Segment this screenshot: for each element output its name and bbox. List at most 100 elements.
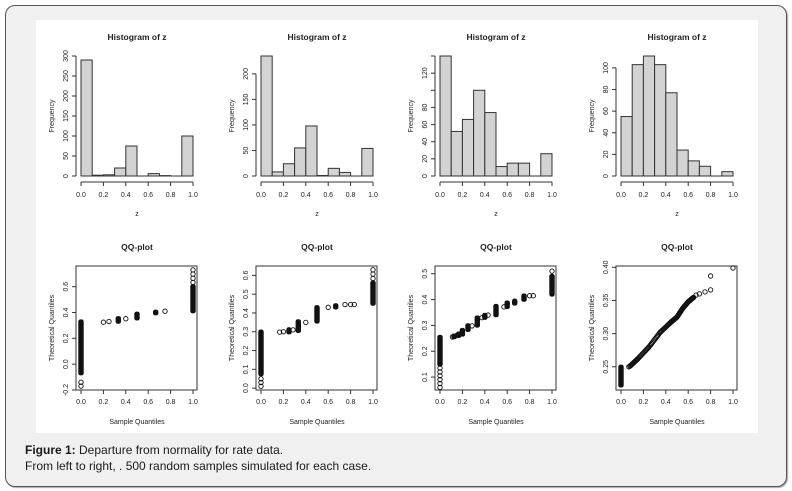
histogram-bar	[506, 162, 519, 177]
y-tick-label: -0.2	[63, 384, 70, 396]
qq-point	[469, 323, 475, 329]
qq-point	[437, 365, 443, 371]
qq-plot-panel-4: QQ-plot 0.25 0.30 0.35 0.40 0.0 0.2 0.4 0.6 0.8 1.…	[589, 242, 738, 426]
histogram-bar	[282, 163, 296, 177]
y-tick-label: 0.4	[243, 308, 250, 318]
histogram-bar	[316, 174, 329, 177]
histogram-bar	[327, 167, 340, 177]
qq-point	[437, 373, 443, 379]
qq-point	[693, 292, 699, 298]
histogram-bar	[620, 116, 633, 177]
histogram-bar	[439, 55, 452, 177]
histogram-panel-3: Histogram of z 0 20 40 60 80 120 0.0 0.2 0.4 0.6 0.…	[408, 32, 557, 218]
qq-point-cluster	[521, 293, 527, 302]
plot-box	[615, 265, 738, 391]
y-tick-label: 250	[63, 70, 70, 82]
qq-point-cluster	[190, 284, 196, 314]
qq-point-cluster	[258, 329, 264, 377]
qq-plot-panel-1: QQ-plot -0.2 0.0 0.2 0.4 0.6 0.0 0.2 0.4 0.6 0.8 1.…	[49, 242, 198, 426]
x-tick-label: 0.2	[279, 192, 289, 199]
y-tick-label: 50	[243, 146, 250, 154]
y-tick-label: 0.5	[243, 289, 250, 299]
y-tick-label: 0.5	[422, 269, 429, 279]
qq-point	[258, 376, 264, 382]
y-tick-label: 0.0	[243, 383, 250, 393]
qq-point	[549, 268, 555, 274]
x-axis-label: z	[494, 211, 498, 218]
y-tick-label: 20	[422, 155, 429, 163]
y-tick-label: 0.2	[243, 346, 250, 356]
y-axis-label: Theoretical Quantiles	[589, 294, 596, 361]
x-tick-label: 0.0	[76, 399, 86, 406]
chart-title: Histogram of z	[466, 32, 525, 42]
qq-point	[707, 273, 714, 279]
qq-point	[325, 304, 331, 310]
y-axis-label: Frequency	[229, 99, 236, 133]
x-tick-label: 1.0	[547, 192, 557, 199]
y-tick-label: 40	[603, 129, 610, 137]
qq-point-cluster	[370, 280, 376, 306]
qq-point	[342, 301, 348, 308]
qq-point-cluster	[504, 300, 510, 310]
histogram-bar	[260, 55, 273, 177]
qq-point	[100, 319, 107, 325]
x-tick-label: 0.8	[525, 192, 535, 199]
y-tick-label: 150	[243, 93, 250, 105]
plot-box	[434, 265, 557, 391]
qq-point	[123, 316, 129, 322]
x-tick-label: 1.0	[368, 399, 378, 406]
qq-point-cluster	[286, 327, 292, 335]
chart-title: QQ-plot	[480, 242, 512, 252]
histogram-panel-1: Histogram of z 0 50 100 150 200 250 300 0.0 0.2 0.…	[49, 32, 198, 218]
histogram-bar	[305, 125, 318, 177]
y-axis-label: Frequency	[408, 99, 415, 133]
qq-point-cluster	[333, 303, 339, 310]
x-tick-label: 0.6	[143, 399, 153, 406]
qq-point-cluster	[618, 364, 624, 388]
histogram-bar	[654, 64, 667, 177]
qq-point	[730, 265, 736, 271]
qq-point-cluster	[295, 319, 301, 334]
histogram-bar	[338, 171, 352, 177]
qq-point	[485, 312, 491, 318]
y-tick-label: 0.1	[243, 364, 250, 374]
qq-plot-panel-2: QQ-plot 0.0 0.1 0.2 0.3 0.4 0.5 0.6 0.0 0.2 0.4 0.6…	[229, 242, 378, 426]
y-tick-label: 200	[63, 90, 70, 102]
histogram-bar	[642, 55, 656, 177]
qq-point	[351, 301, 357, 308]
x-tick-label: 0.0	[76, 192, 86, 199]
caption-label: Figure 1:	[25, 443, 76, 457]
qq-point-cluster	[459, 327, 466, 337]
histogram-bar	[665, 92, 678, 177]
histogram-bar	[271, 171, 284, 177]
x-tick-label: 0.4	[301, 399, 311, 406]
x-tick-label: 0.0	[435, 192, 445, 199]
y-tick-label: 100	[603, 62, 610, 74]
histogram-bar	[114, 167, 127, 177]
x-tick-label: 0.0	[435, 399, 445, 406]
y-tick-label: 0.2	[63, 333, 70, 343]
histogram-bar	[294, 147, 307, 177]
x-axis-label: Sample Quantiles	[289, 419, 345, 426]
qq-point	[78, 379, 84, 385]
y-tick-label: 0.40	[603, 260, 610, 274]
x-tick-label: 0.2	[99, 399, 109, 406]
x-tick-label: 0.6	[502, 399, 512, 406]
y-tick-label: 0.0	[63, 359, 70, 369]
qq-point	[702, 289, 708, 295]
histogram-bar	[147, 173, 160, 177]
histogram-bar	[698, 165, 712, 177]
qq-point	[258, 379, 264, 386]
y-tick-label: 150	[63, 110, 70, 122]
histogram-bar	[721, 171, 734, 177]
y-tick-label: 0.2	[422, 346, 429, 356]
qq-point	[370, 267, 376, 273]
histogram-panel-4: Histogram of z 0 20 40 60 80 100 0.0 0.2 0.4 0.6 0.…	[589, 32, 738, 218]
y-tick-label: 0.4	[63, 308, 70, 318]
histogram-panel-2: Histogram of z 0 50 100 150 200 0.0 0.2 0.4 0.6 0.…	[229, 32, 378, 218]
y-axis-label: Frequency	[49, 99, 56, 133]
y-tick-label: 80	[422, 103, 429, 111]
histogram-bar	[461, 118, 475, 177]
qq-point	[280, 329, 287, 335]
y-tick-label: 300	[63, 50, 70, 62]
